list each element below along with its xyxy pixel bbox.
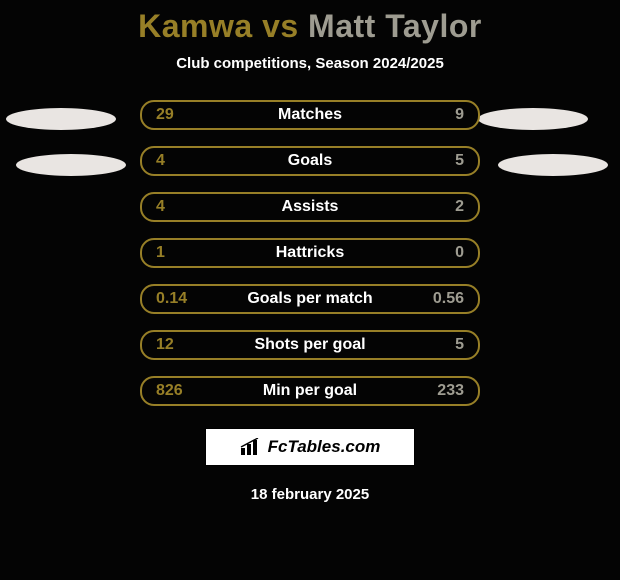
player2-photo-placeholder-1 <box>478 108 588 130</box>
stat-label: Min per goal <box>142 382 478 400</box>
player1-photo-placeholder-1 <box>6 108 116 130</box>
stat-label: Goals per match <box>142 290 478 308</box>
comparison-title: Kamwa vs Matt Taylor <box>0 0 620 45</box>
stat-row: 826Min per goal233 <box>140 376 480 406</box>
stats-area: 29Matches9 4Goals5 4Assists2 1Hattricks0 0.1… <box>0 100 620 406</box>
stat-row: 0.14Goals per match0.56 <box>140 284 480 314</box>
stat-label: Assists <box>142 198 478 216</box>
footer-date: 18 february 2025 <box>0 486 620 503</box>
bars-icon <box>240 438 262 456</box>
vs-separator: vs <box>253 8 308 44</box>
footer-brand: FcTables.com <box>268 437 381 457</box>
stat-row: 29Matches9 <box>140 100 480 130</box>
stat-row: 12Shots per goal5 <box>140 330 480 360</box>
stat-label: Hattricks <box>142 244 478 262</box>
player1-photo-placeholder-2 <box>16 154 126 176</box>
stat-label: Goals <box>142 152 478 170</box>
player2-photo-placeholder-2 <box>498 154 608 176</box>
stat-label: Matches <box>142 106 478 124</box>
stat-rows: 29Matches9 4Goals5 4Assists2 1Hattricks0 0.1… <box>0 100 620 406</box>
player2-name: Matt Taylor <box>308 8 482 44</box>
player1-name: Kamwa <box>138 8 253 44</box>
stat-row: 4Goals5 <box>140 146 480 176</box>
footer-badge: FcTables.com <box>205 428 415 466</box>
subtitle: Club competitions, Season 2024/2025 <box>0 55 620 72</box>
stat-row: 4Assists2 <box>140 192 480 222</box>
stat-row: 1Hattricks0 <box>140 238 480 268</box>
stat-label: Shots per goal <box>142 336 478 354</box>
